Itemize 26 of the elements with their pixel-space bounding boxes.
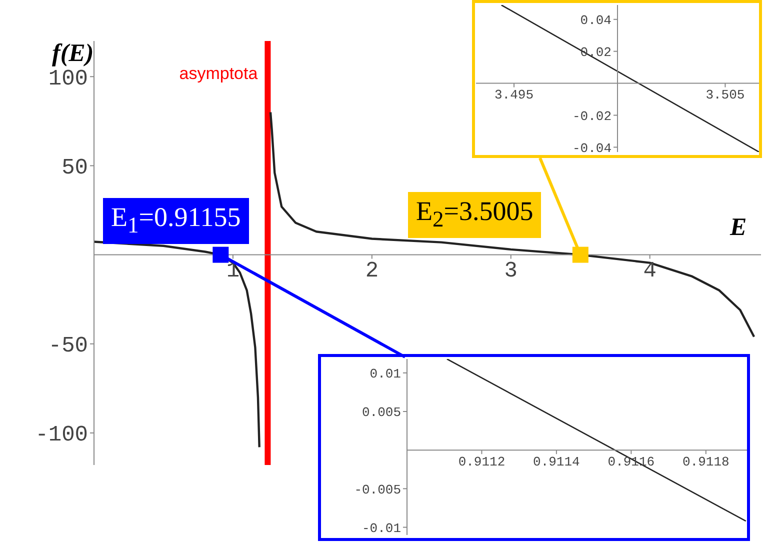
x-tick-label: 3 (504, 258, 518, 284)
y-tick-label: 50 (62, 156, 88, 181)
y-tick-label: -0.005 (354, 482, 401, 498)
y-tick-label: 0.01 (370, 366, 402, 382)
line-series (94, 240, 260, 448)
x-tick-label: 0.9118 (682, 454, 730, 470)
x-axis-title: E (730, 214, 747, 242)
y-axis-title: f(E) (52, 40, 94, 68)
y-tick-label: -100 (35, 422, 88, 448)
y-tick-label: -0.01 (362, 520, 402, 536)
annotation: E$_{2}$=3.5005 (408, 192, 542, 238)
y-tick-label: -0.04 (572, 140, 612, 156)
y-tick-label: 0.04 (580, 12, 612, 28)
x-tick-label: 3.495 (494, 88, 534, 103)
x-tick-label: 4 (643, 258, 656, 284)
ref-line-label: asymptota (179, 64, 258, 83)
x-tick-label: 0.9112 (458, 454, 506, 470)
line-series (269, 111, 756, 338)
y-tick-label: 0.005 (362, 405, 401, 420)
y-tick-label: -50 (48, 334, 88, 359)
y-tick-label: 100 (48, 66, 88, 92)
x-tick-label: 2 (365, 258, 379, 284)
x-tick-label: 0.9114 (533, 454, 580, 470)
annotation: E$_{1}$=0.91155 (103, 198, 249, 244)
x-tick-label: 3.505 (706, 88, 745, 103)
y-tick-label: -0.02 (572, 108, 612, 124)
